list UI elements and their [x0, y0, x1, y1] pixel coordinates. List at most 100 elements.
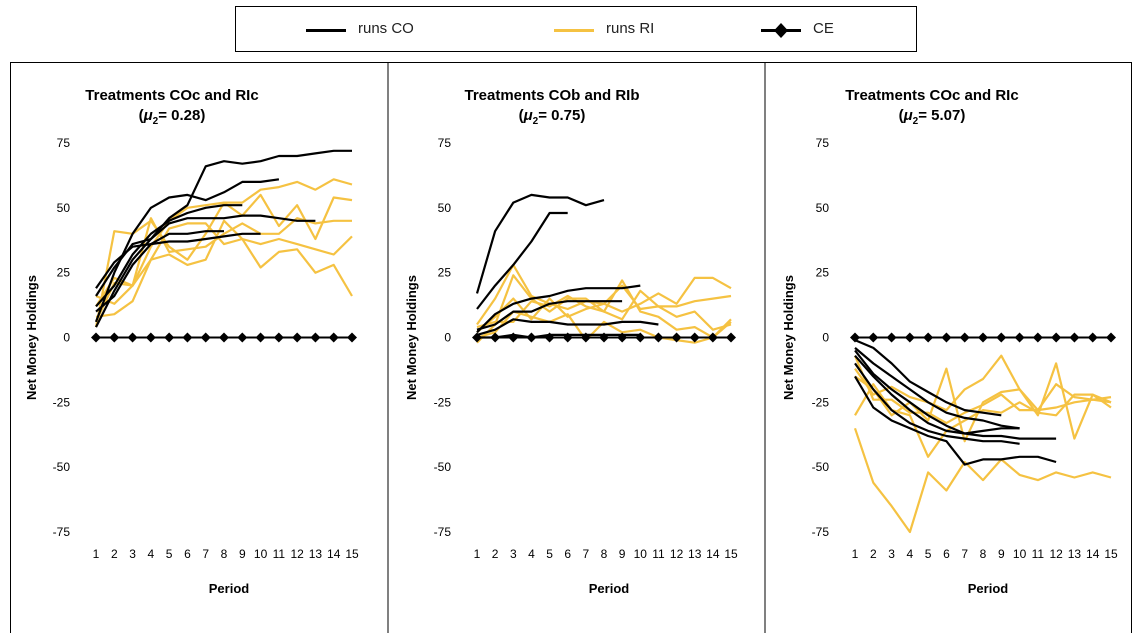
x-tick-label: 3 [510, 547, 517, 561]
y-axis-label: Net Money Holdings [24, 275, 39, 400]
ce-marker [707, 332, 718, 343]
ce-marker [671, 332, 682, 343]
ce-marker [490, 332, 501, 343]
series-line-ri-10 [95, 222, 353, 305]
series-line-ri-9 [95, 219, 353, 318]
x-tick-label: 15 [724, 547, 738, 561]
legend-label-runs-ri: runs RI [606, 20, 655, 37]
chart-panel-2: Treatments COb and RIb (μ2= 0.75) 75 50 25 0 -… [404, 87, 738, 596]
x-tick-label: 2 [111, 547, 118, 561]
series-line-co-1 [95, 149, 352, 328]
y-tick-label: -75 [434, 525, 452, 539]
chart-subtitle: (μ2= 0.28) [139, 107, 206, 127]
ce-marker [310, 332, 321, 343]
series-line-co-3 [476, 284, 641, 334]
panels-frame [10, 62, 1132, 633]
x-tick-label: 8 [221, 547, 228, 561]
x-tick-label: 1 [852, 547, 859, 561]
y-tick-label: -50 [53, 460, 71, 474]
y-tick-label: 0 [822, 331, 829, 345]
x-tick-label: 14 [327, 547, 341, 561]
legend-swatch-runs-ri [554, 29, 594, 32]
series-line-co-5 [476, 318, 659, 336]
x-tick-label: 5 [925, 547, 932, 561]
y-tick-label: 0 [444, 331, 451, 345]
ce-marker [580, 332, 591, 343]
x-tick-label: 10 [254, 547, 268, 561]
y-tick-label: 75 [816, 136, 830, 150]
chart-panel-1: Treatments COc and RIc(μ2= 0.28)7550250-… [24, 87, 359, 596]
ce-marker [544, 332, 555, 343]
ce-marker [508, 332, 519, 343]
ce-marker [923, 332, 934, 343]
ce-marker [599, 332, 609, 343]
series-line-ri-7 [476, 263, 732, 326]
series-line-co-5 [854, 375, 1057, 466]
x-tick-label: 3 [129, 547, 136, 561]
series-line-ri-10 [854, 383, 1112, 458]
ce-marker [472, 332, 482, 343]
series-line-co-4 [476, 300, 623, 331]
x-tick-label: 6 [943, 547, 950, 561]
series-line-ri-8 [476, 276, 732, 334]
ce-marker [526, 332, 537, 343]
ce-marker [941, 332, 952, 343]
ce-marker [145, 332, 156, 343]
ce-marker [1106, 332, 1116, 343]
y-tick-label: 50 [57, 201, 71, 215]
y-tick-label: 25 [438, 266, 452, 280]
ce-marker [726, 332, 736, 343]
legend-marker-ce [774, 23, 788, 38]
ce-marker [109, 332, 120, 343]
x-tick-label: 11 [652, 547, 665, 561]
series-line-co-6 [477, 333, 641, 339]
x-tick-label: 7 [961, 547, 968, 561]
x-tick-label: 14 [706, 547, 720, 561]
series-line-co-4 [95, 214, 316, 297]
x-tick-label: 9 [619, 547, 626, 561]
chart-title: Treatments COc and RIc [845, 87, 1018, 104]
ce-marker [1051, 332, 1062, 343]
series-line-co-1 [854, 339, 1002, 417]
x-tick-label: 5 [166, 547, 173, 561]
series-line-co-1 [475, 193, 605, 294]
chart-title: Treatments COb and RIb [464, 87, 639, 104]
ce-marker [237, 332, 248, 343]
y-tick-label: 50 [438, 201, 452, 215]
series-line-co-6 [854, 349, 1020, 435]
series-line-co-2 [854, 347, 1020, 430]
x-tick-label: 12 [1049, 547, 1063, 561]
chart-subtitle: (μ2= 0.75) [519, 107, 586, 127]
x-tick-label: 14 [1086, 547, 1100, 561]
series-line-co-5 [95, 232, 261, 289]
ce-marker [850, 332, 860, 343]
y-tick-label: -25 [53, 395, 71, 409]
ce-marker [255, 332, 266, 343]
x-tick-label: 7 [202, 547, 209, 561]
x-tick-label: 13 [309, 547, 323, 561]
y-tick-label: -75 [53, 525, 71, 539]
series-line-co-4 [854, 362, 1020, 445]
y-tick-label: 0 [63, 331, 70, 345]
y-tick-label: -25 [434, 395, 452, 409]
ce-marker [1032, 332, 1043, 343]
x-tick-label: 12 [670, 547, 684, 561]
x-tick-label: 1 [474, 547, 481, 561]
x-tick-label: 8 [601, 547, 608, 561]
x-tick-label: 15 [1104, 547, 1118, 561]
x-tick-label: 6 [564, 547, 571, 561]
series-line-co-6 [95, 230, 224, 313]
ce-marker [689, 332, 700, 343]
x-tick-label: 9 [239, 547, 246, 561]
x-tick-label: 12 [290, 547, 304, 561]
x-tick-label: 4 [148, 547, 155, 561]
x-tick-label: 13 [688, 547, 702, 561]
y-tick-label: 75 [438, 136, 452, 150]
ce-marker [868, 332, 879, 343]
y-tick-label: 75 [57, 136, 71, 150]
y-tick-label: -50 [434, 460, 452, 474]
ce-marker [886, 332, 897, 343]
x-axis-label: Period [968, 581, 1009, 596]
x-tick-label: 2 [870, 547, 877, 561]
x-tick-label: 1 [93, 547, 100, 561]
